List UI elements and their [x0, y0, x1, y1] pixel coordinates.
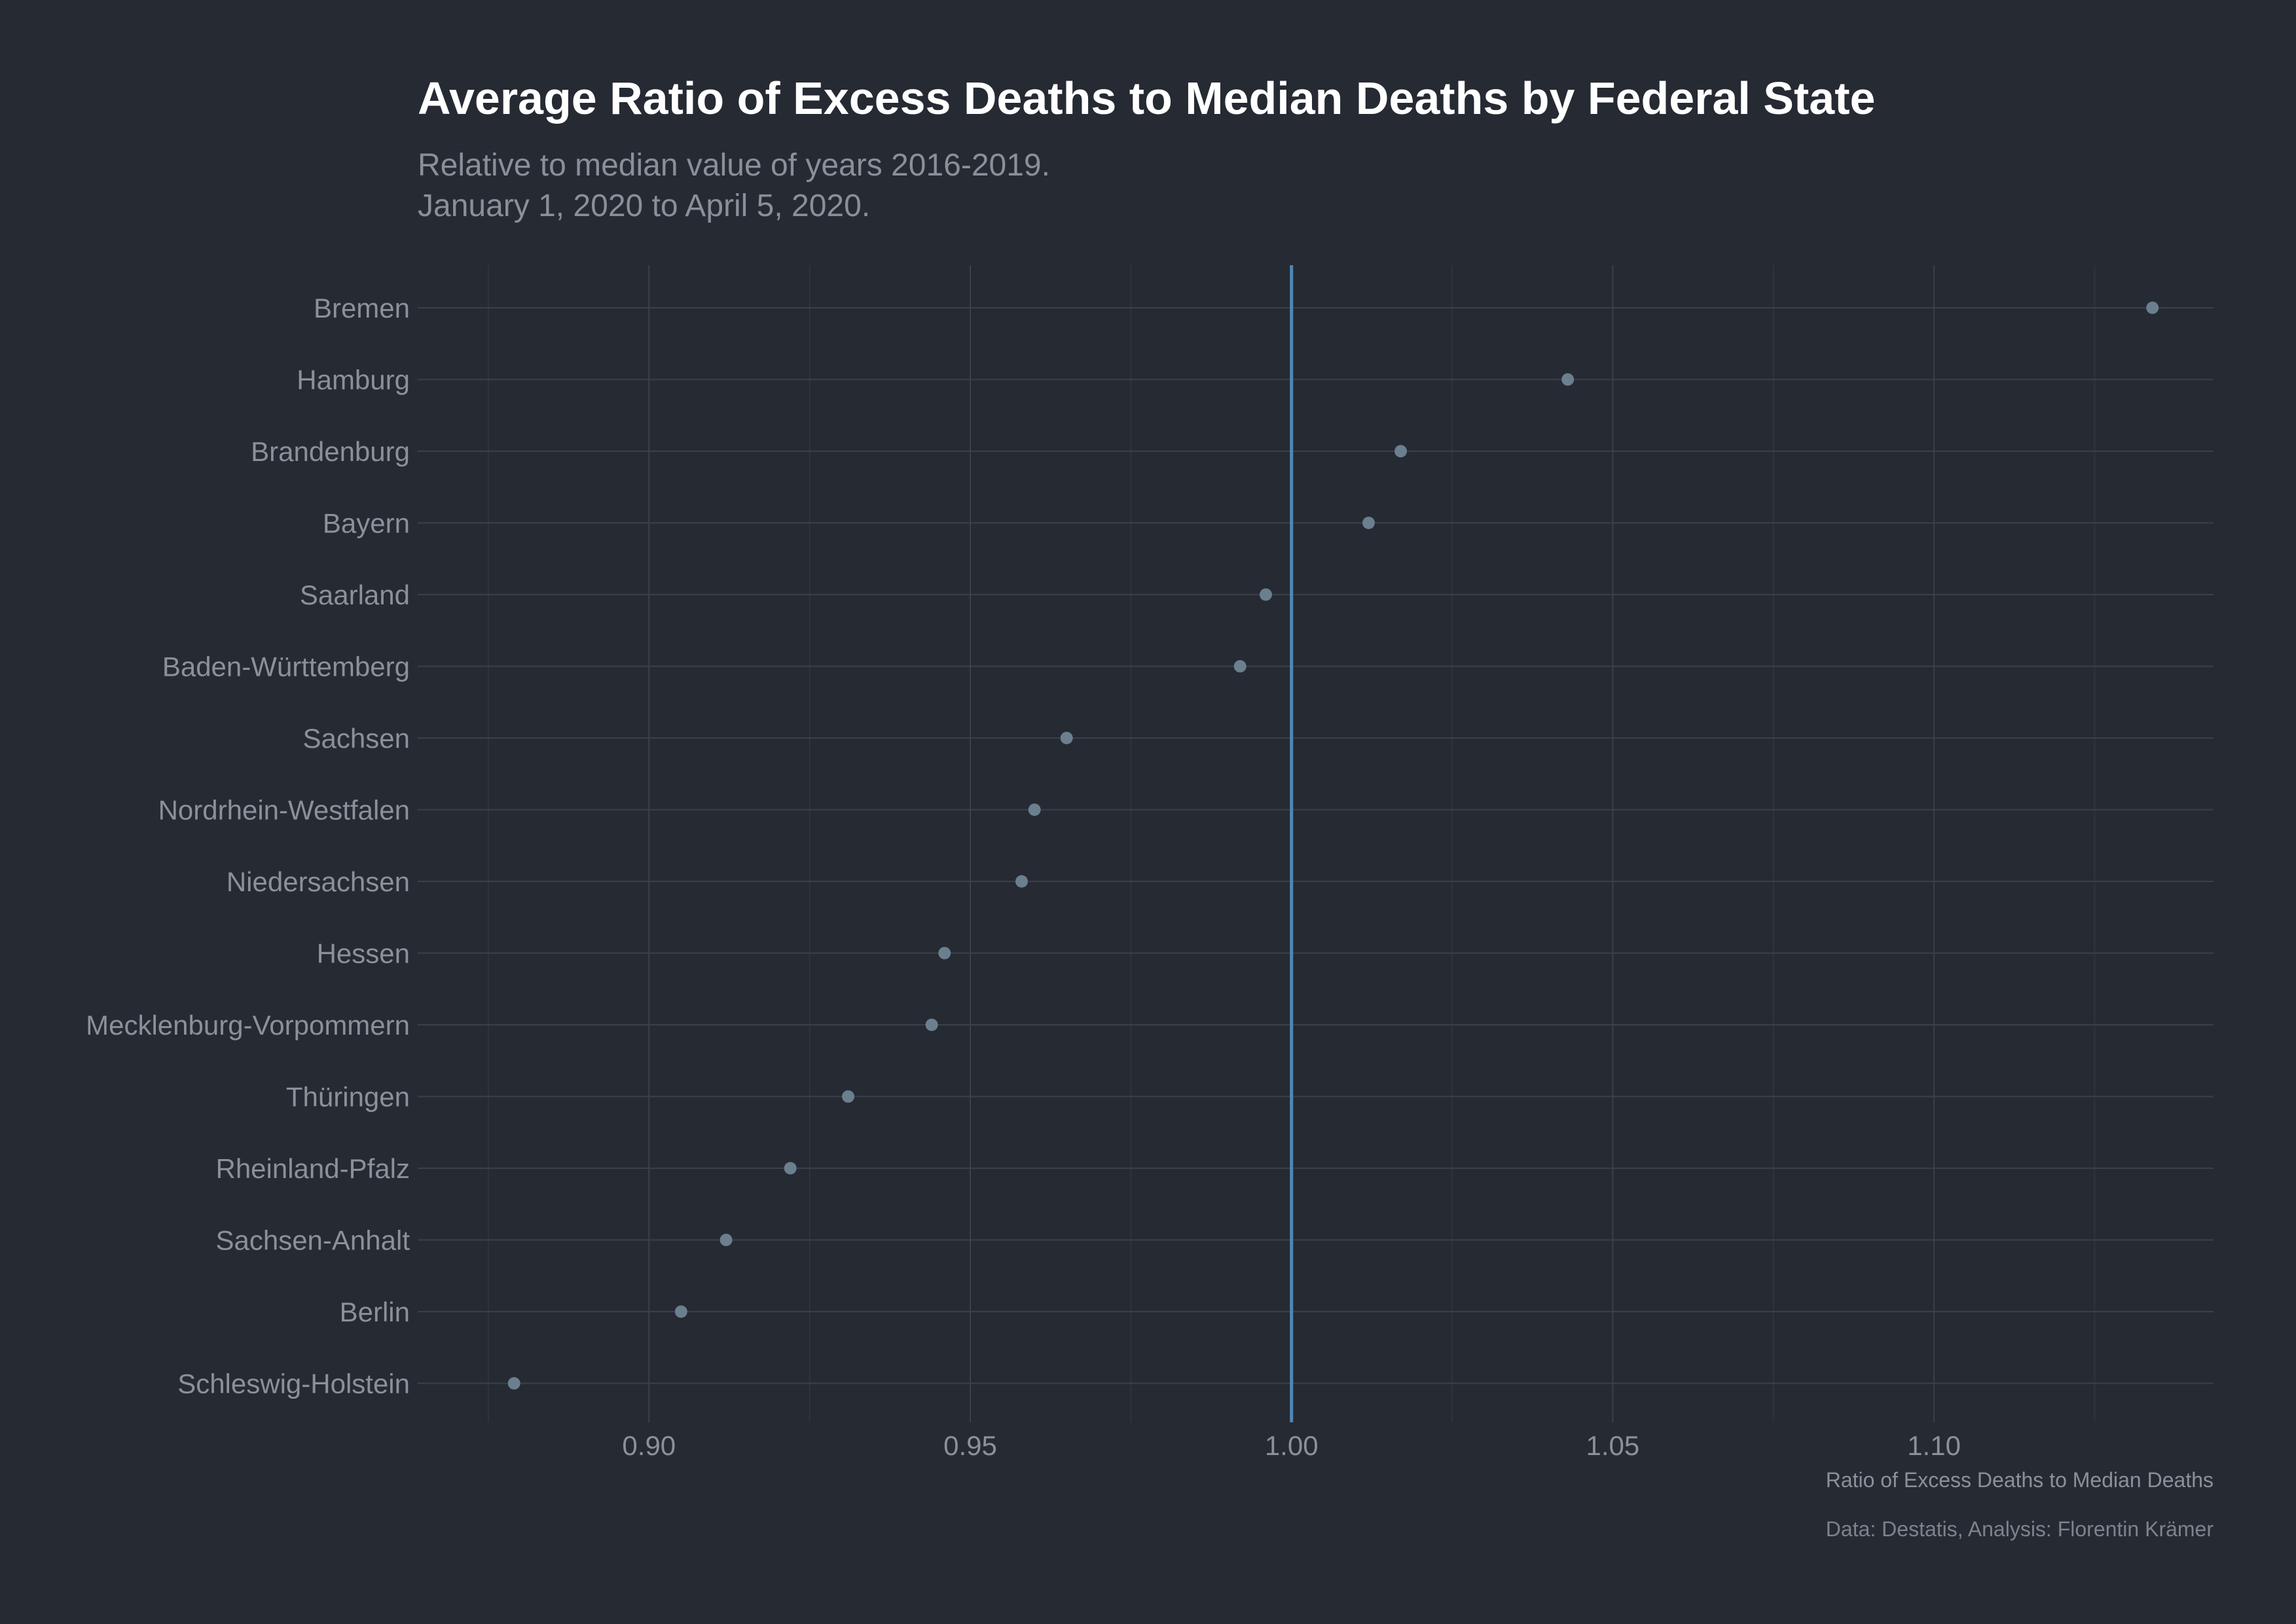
x-tick-label: 1.00 [1265, 1430, 1319, 1461]
y-tick-label: Hamburg [297, 365, 410, 396]
data-point [925, 1018, 938, 1031]
x-axis-labels: 0.90 0.95 1.00 1.05 1.10 [622, 1430, 1961, 1461]
y-tick-label: Sachsen [303, 723, 410, 754]
chart-caption: Data: Destatis, Analysis: Florentin Kräm… [1826, 1517, 2214, 1541]
chart-title: Average Ratio of Excess Deaths to Median… [418, 73, 1875, 124]
x-tick-label: 0.90 [622, 1430, 676, 1461]
y-tick-label: Mecklenburg-Vorpommern [86, 1010, 410, 1041]
data-point [1060, 731, 1073, 745]
x-axis-title: Ratio of Excess Deaths to Median Deaths [1826, 1468, 2214, 1492]
y-tick-label: Baden-Württemberg [162, 652, 410, 682]
y-tick-label: Rheinland-Pfalz [215, 1153, 410, 1184]
chart-subtitle-line-1: Relative to median value of years 2016-2… [418, 148, 1050, 183]
x-tick-label: 0.95 [943, 1430, 997, 1461]
x-tick-label: 1.10 [1907, 1430, 1961, 1461]
data-point [1015, 875, 1029, 888]
y-tick-label: Berlin [340, 1297, 410, 1327]
y-tick-label: Niedersachsen [227, 866, 410, 897]
data-point [507, 1377, 520, 1390]
data-point [720, 1234, 733, 1246]
data-point [1028, 803, 1041, 816]
y-tick-label: Saarland [300, 580, 410, 610]
data-point [842, 1090, 855, 1103]
y-tick-label: Brandenburg [251, 436, 410, 467]
data-point [1259, 588, 1272, 601]
data-point [1394, 445, 1408, 458]
y-tick-label: Sachsen-Anhalt [215, 1225, 410, 1256]
y-axis-labels: Bremen Hamburg Brandenburg Bayern Saarland Ba… [86, 293, 410, 1399]
y-tick-label: Bayern [323, 508, 410, 539]
y-tick-label: Bremen [314, 293, 410, 323]
chart-subtitle-line-2: January 1, 2020 to April 5, 2020. [418, 189, 870, 223]
data-point [938, 947, 951, 959]
data-point [1362, 517, 1375, 529]
x-tick-label: 1.05 [1586, 1430, 1640, 1461]
data-point [1233, 660, 1247, 673]
data-points [507, 301, 2159, 1390]
y-tick-label: Hessen [317, 938, 410, 969]
y-tick-label: Schleswig-Holstein [177, 1369, 410, 1399]
data-point [1561, 373, 1575, 386]
y-tick-label: Thüringen [286, 1082, 410, 1113]
data-point [674, 1305, 687, 1318]
data-point [784, 1162, 797, 1175]
data-point [2146, 301, 2159, 314]
y-tick-label: Nordrhein-Westfalen [158, 795, 410, 826]
